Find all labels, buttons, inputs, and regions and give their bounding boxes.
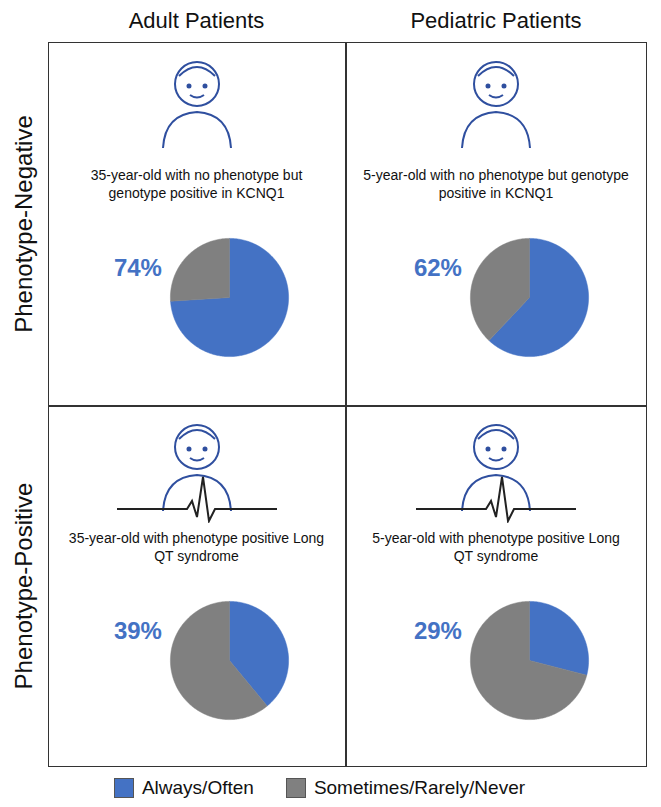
svg-text:39%: 39%	[114, 617, 162, 644]
html-text:35-year-old with no phenotype: 35-year-old with no phenotype but genoty…	[90, 167, 303, 201]
svg-text:74%: 74%	[114, 254, 162, 281]
html-text:5-year-old with no phenotype b: 5-year-old with no phenotype but genotyp…	[363, 167, 629, 201]
html-text:Phenotype-Positive: Phenotype-Positive	[10, 482, 37, 690]
svg-text:62%: 62%	[413, 254, 461, 281]
html-text:5-year-old with phenotype posi: 5-year-old with phenotype positive Long …	[372, 530, 620, 564]
svg-text:29%: 29%	[413, 617, 461, 644]
html-text:Always/Often: Always/Often	[141, 777, 254, 798]
html-text:Adult Patients: Adult Patients	[128, 8, 265, 33]
html-text:Sometimes/Rarely/Never: Sometimes/Rarely/Never	[313, 777, 525, 798]
html-text:Pediatric Patients: Pediatric Patients	[410, 8, 582, 33]
html-text:Phenotype-Negative: Phenotype-Negative	[10, 114, 37, 333]
html-text:35-year-old with phenotype pos: 35-year-old with phenotype positive Long…	[68, 530, 325, 564]
